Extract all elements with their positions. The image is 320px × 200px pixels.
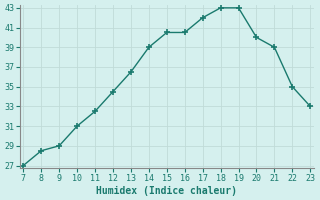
X-axis label: Humidex (Indice chaleur): Humidex (Indice chaleur)	[96, 186, 237, 196]
